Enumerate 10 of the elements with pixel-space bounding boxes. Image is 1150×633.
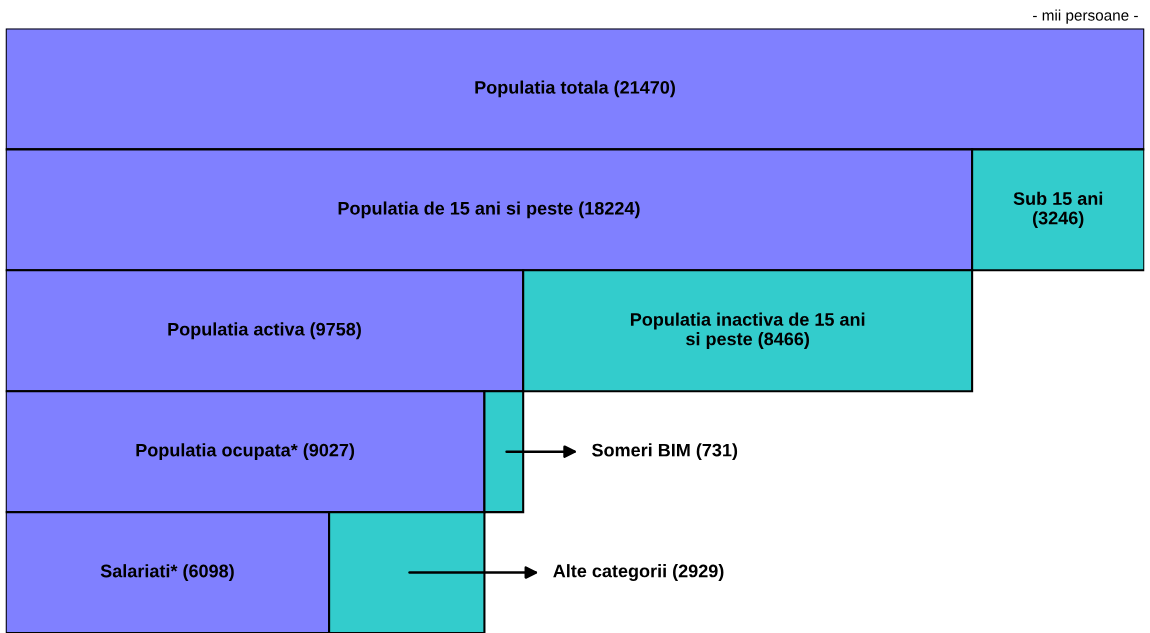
data-label: Populatia activa (9758) [168, 322, 361, 340]
data-label: Alte categorii (2929) [553, 564, 724, 581]
data-label: Someri BIM (731) [592, 443, 738, 461]
data-label: Populatia ocupata* (9027) [136, 443, 355, 461]
data-label: Salariati* (6098) [100, 564, 234, 581]
text: - mii persoane - [1033, 9, 1138, 24]
data-label: Sub 15 ani (3246) [1013, 191, 1103, 228]
data-label: Populatia de 15 ani si peste (18224) [338, 201, 640, 219]
data-label: Populatia totala (21470) [475, 80, 675, 98]
data-label: Populatia inactiva de 15 ani si peste (8466) [630, 312, 865, 349]
